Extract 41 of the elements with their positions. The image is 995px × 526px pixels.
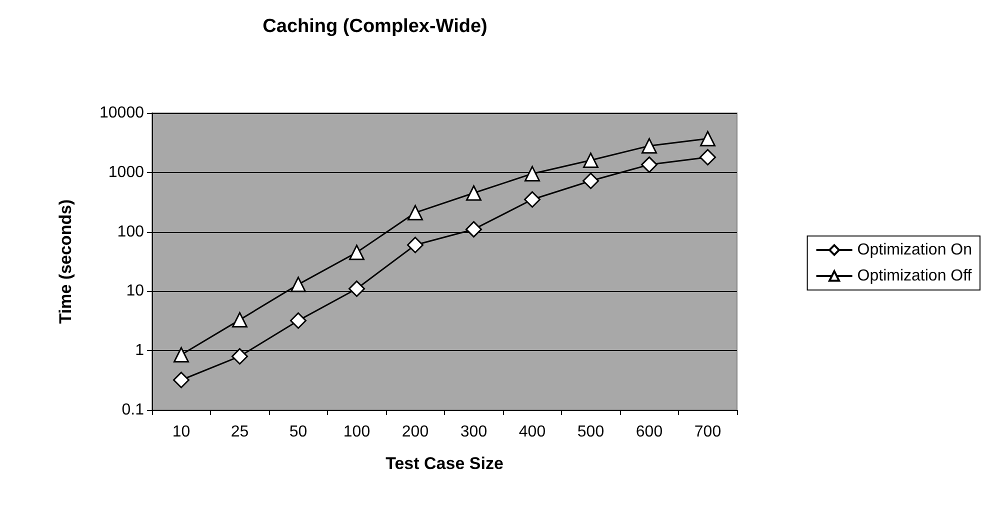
x-axis-title: Test Case Size (386, 454, 504, 473)
point (582, 172, 599, 190)
x-tick-label: 600 (636, 424, 663, 440)
point (290, 276, 306, 292)
point (348, 280, 365, 297)
x-tick-label: 10 (172, 424, 190, 440)
y-tick-label: 100 (117, 223, 144, 240)
point (232, 348, 248, 365)
y-tick-label: 0.1 (122, 402, 144, 418)
y-tick-label: 1 (135, 342, 144, 360)
point (642, 138, 657, 154)
point (407, 236, 424, 254)
point (466, 185, 482, 201)
point (700, 130, 716, 146)
point (349, 244, 364, 260)
point (641, 156, 658, 173)
x-tick-label: 100 (343, 424, 370, 440)
point (174, 347, 189, 363)
x-tick-label: 500 (577, 424, 604, 440)
x-tick-label: 25 (230, 424, 249, 440)
point (173, 372, 190, 388)
x-tick-label: 200 (402, 424, 429, 440)
x-tick-label: 400 (518, 424, 546, 440)
point (583, 152, 598, 168)
legend-label: Optimization On (857, 242, 972, 258)
y-tick-label: 10000 (100, 104, 144, 122)
point (232, 312, 248, 328)
point (524, 191, 540, 208)
x-tick-label: 300 (460, 424, 488, 440)
point (290, 312, 306, 329)
chart-title: Caching (Complex-Wide) (262, 16, 488, 37)
x-tick-label: 50 (289, 424, 308, 440)
y-axis-title: Time (seconds) (56, 199, 75, 324)
point (524, 166, 540, 182)
x-tick-label: 700 (694, 424, 722, 440)
legend-label: Optimization Off (857, 268, 972, 284)
point (408, 204, 423, 220)
y-tick-label: 1000 (108, 164, 144, 181)
point (466, 221, 482, 238)
y-tick-label: 10 (126, 282, 144, 300)
point (700, 148, 716, 166)
